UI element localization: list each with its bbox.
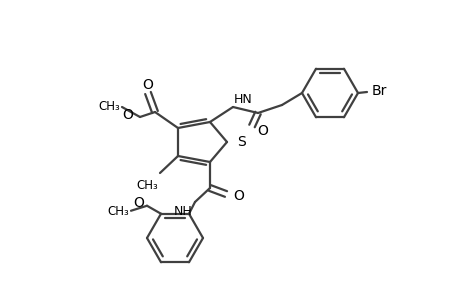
Text: CH₃: CH₃ [98, 100, 120, 112]
Text: S: S [236, 135, 245, 149]
Text: O: O [233, 189, 243, 203]
Text: O: O [133, 196, 144, 210]
Text: Br: Br [371, 84, 386, 98]
Text: HN: HN [234, 92, 252, 106]
Text: NH: NH [174, 205, 193, 218]
Text: O: O [142, 78, 153, 92]
Text: CH₃: CH₃ [136, 179, 157, 192]
Text: CH₃: CH₃ [107, 205, 129, 218]
Text: O: O [257, 124, 267, 138]
Text: O: O [122, 108, 133, 122]
